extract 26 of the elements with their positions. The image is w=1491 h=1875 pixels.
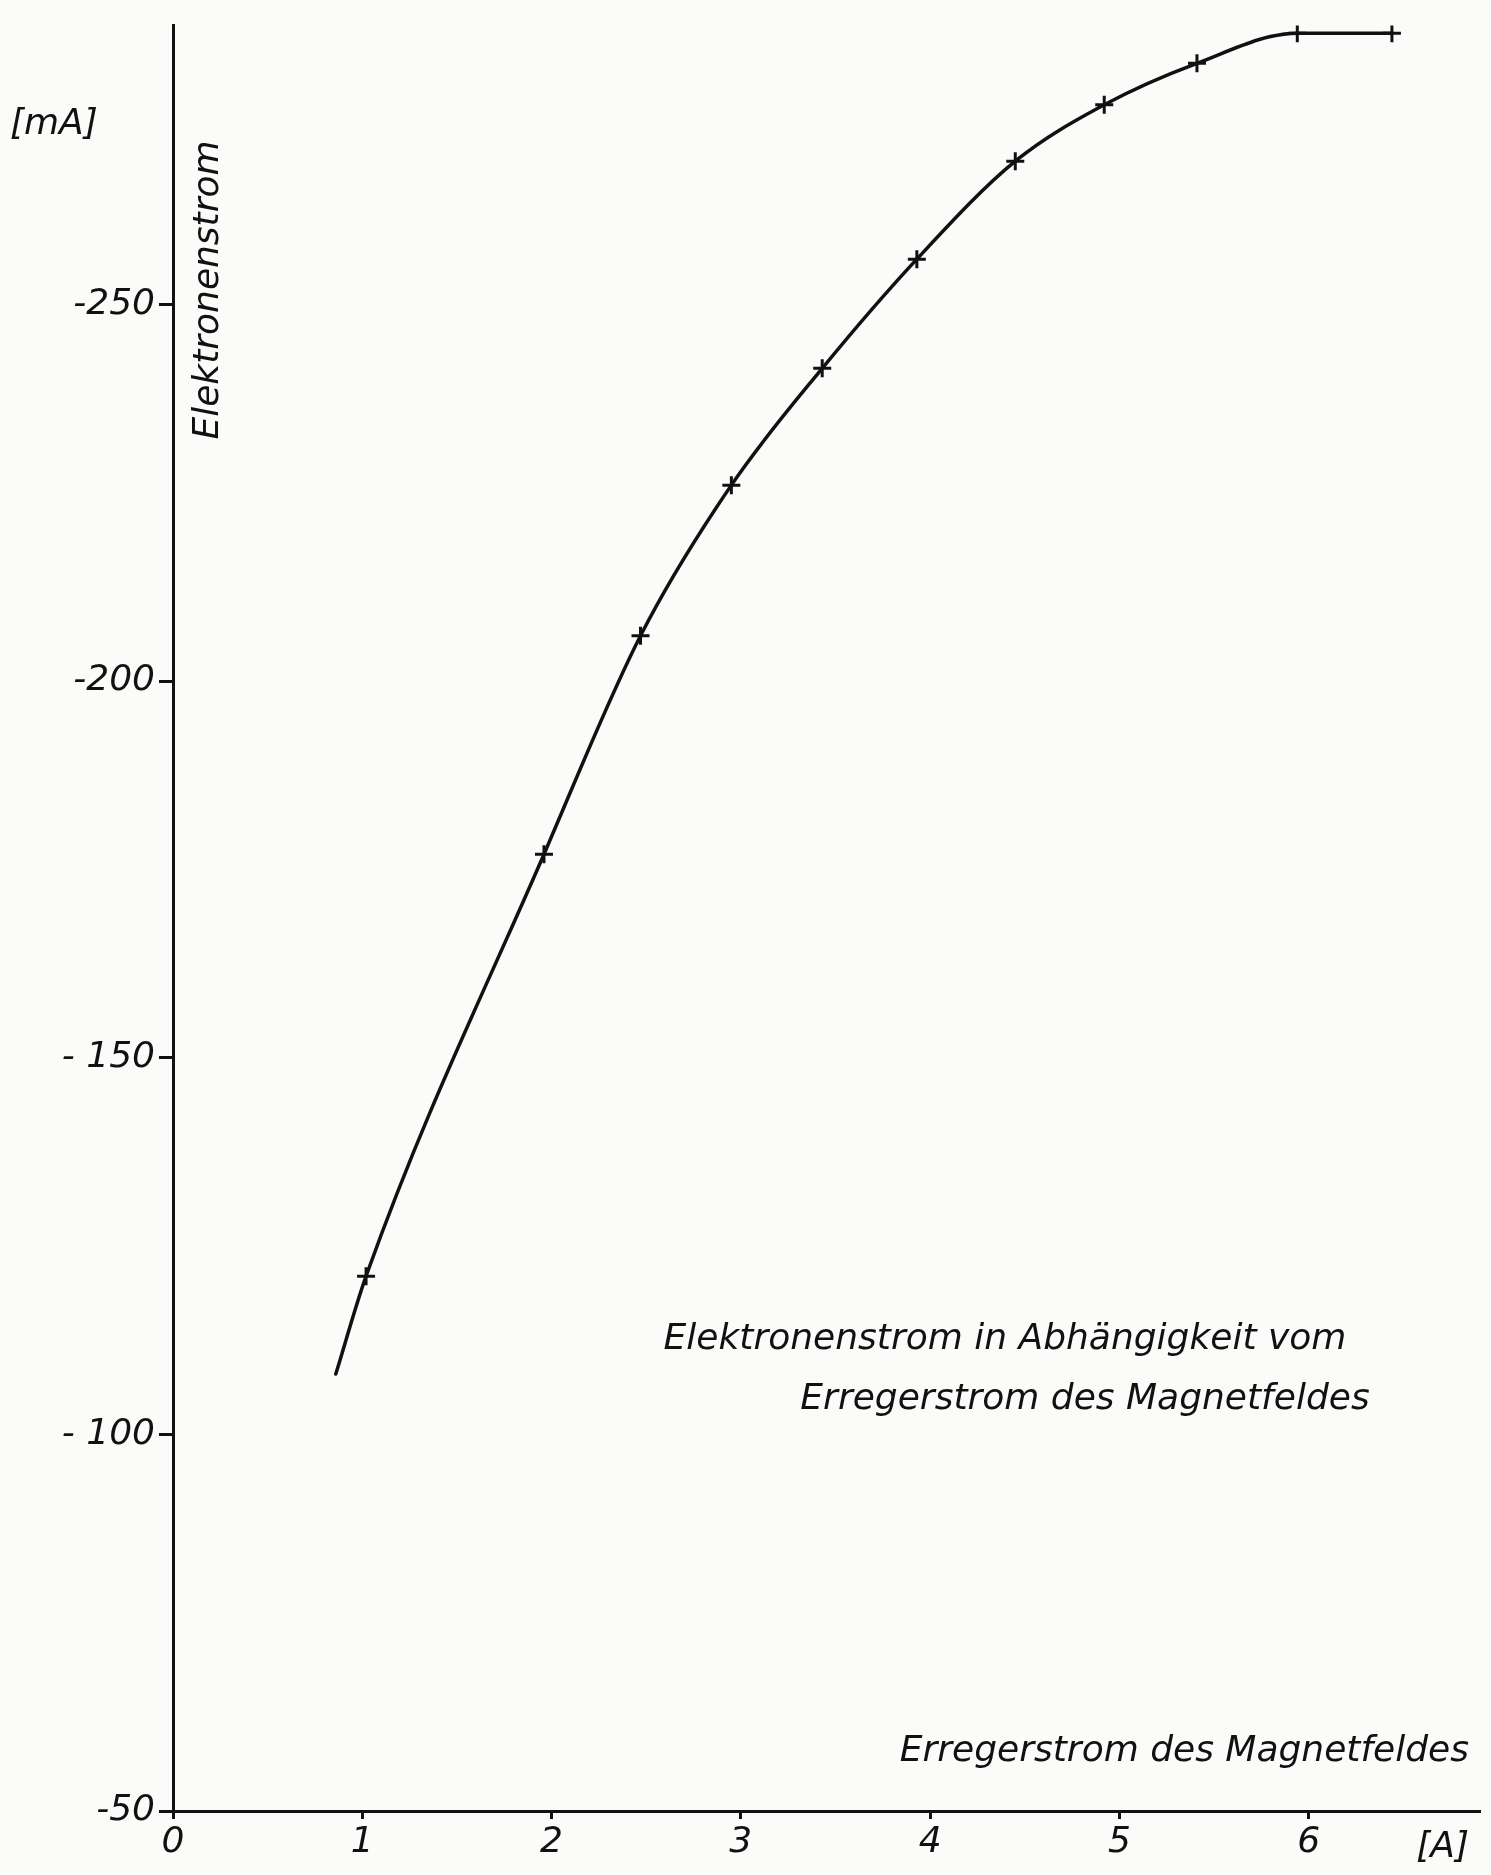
y-tick-label: -200 xyxy=(73,657,155,699)
y-tick-label: - 150 xyxy=(61,1034,155,1076)
x-tick-label: 3 xyxy=(729,1818,753,1860)
point xyxy=(906,248,928,270)
y-axis-title: Elektronenstrom xyxy=(185,140,227,440)
point xyxy=(811,357,833,379)
y-tick-label: - 100 xyxy=(61,1410,155,1452)
x-tick-label: 2 xyxy=(540,1818,563,1860)
point xyxy=(1186,52,1208,74)
x-tick-label: 6 xyxy=(1297,1818,1321,1860)
point xyxy=(720,474,742,496)
annotation: Elektronenstrom in Abhängigkeit vom Erregerstrom des Magnetfeldes xyxy=(663,1316,1370,1418)
point xyxy=(630,625,652,647)
text: [A] xyxy=(1416,1824,1469,1866)
x-axis-title: Erregerstrom des Magnetfeldes xyxy=(899,1728,1469,1770)
point xyxy=(1004,150,1026,172)
text: [mA] xyxy=(10,101,98,143)
point xyxy=(533,843,555,865)
y-tick-label: -50 xyxy=(96,1787,155,1829)
x-tick-label: 0 xyxy=(161,1818,185,1860)
point xyxy=(1093,94,1115,116)
x-tick-label: 5 xyxy=(1107,1818,1131,1860)
x-tick-label: 4 xyxy=(918,1818,942,1860)
y-tick-label: -250 xyxy=(73,280,155,322)
x-tick-label: 1 xyxy=(350,1818,374,1860)
point xyxy=(355,1265,377,1287)
